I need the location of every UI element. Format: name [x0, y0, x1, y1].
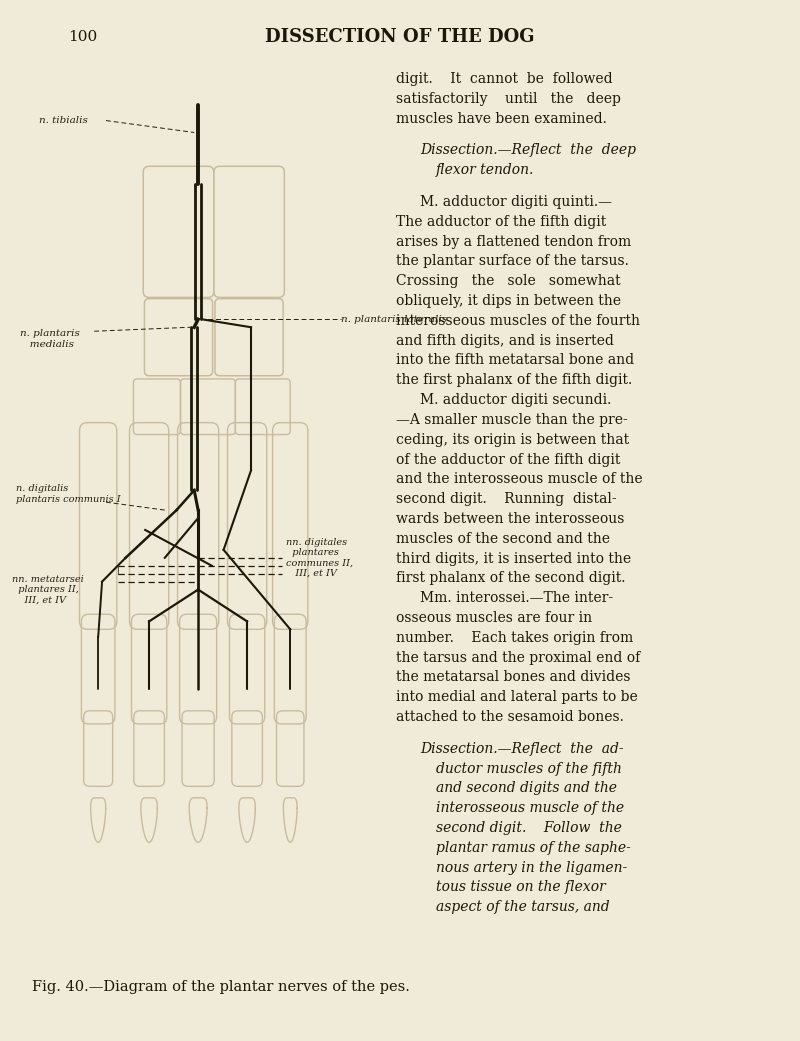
Text: nn. metatarsei
  plantares II,
    III, et IV: nn. metatarsei plantares II, III, et IV	[12, 575, 84, 605]
Text: nn. digitales
  plantares
communes II,
   III, et IV: nn. digitales plantares communes II, III…	[286, 538, 354, 578]
Text: of the adductor of the fifth digit: of the adductor of the fifth digit	[396, 453, 620, 466]
Text: —A smaller muscle than the pre-: —A smaller muscle than the pre-	[396, 413, 628, 427]
Text: ceding, its origin is between that: ceding, its origin is between that	[396, 433, 629, 447]
Text: nous artery in the ligamen-: nous artery in the ligamen-	[436, 861, 627, 874]
Text: the metatarsal bones and divides: the metatarsal bones and divides	[396, 670, 630, 684]
Text: second digit.    Running  distal-: second digit. Running distal-	[396, 492, 617, 506]
Text: plantar ramus of the saphe-: plantar ramus of the saphe-	[436, 841, 630, 855]
Text: the first phalanx of the fifth digit.: the first phalanx of the fifth digit.	[396, 374, 632, 387]
Text: flexor tendon.: flexor tendon.	[436, 163, 534, 177]
Text: n. digitalis
plantaris communis I: n. digitalis plantaris communis I	[16, 484, 121, 504]
Text: obliquely, it dips in between the: obliquely, it dips in between the	[396, 294, 621, 308]
Text: first phalanx of the second digit.: first phalanx of the second digit.	[396, 572, 626, 585]
Text: and second digits and the: and second digits and the	[436, 782, 617, 795]
Text: n. plantaris
   medialis: n. plantaris medialis	[20, 330, 80, 349]
Text: tous tissue on the flexor: tous tissue on the flexor	[436, 881, 606, 894]
Text: Dissection.—Reflect  the  deep: Dissection.—Reflect the deep	[420, 144, 636, 157]
Text: muscles have been examined.: muscles have been examined.	[396, 111, 607, 126]
Text: wards between the interosseous: wards between the interosseous	[396, 512, 624, 526]
Text: Dissection.—Reflect  the  ad-: Dissection.—Reflect the ad-	[420, 742, 623, 756]
Text: interosseous muscle of the: interosseous muscle of the	[436, 802, 624, 815]
Text: 100: 100	[68, 30, 98, 44]
Text: the plantar surface of the tarsus.: the plantar surface of the tarsus.	[396, 254, 629, 269]
Text: n. plantaris lateralis: n. plantaris lateralis	[342, 314, 447, 324]
Text: interosseous muscles of the fourth: interosseous muscles of the fourth	[396, 313, 640, 328]
Text: n. tibialis: n. tibialis	[39, 116, 88, 125]
Text: The adductor of the fifth digit: The adductor of the fifth digit	[396, 214, 606, 229]
Text: third digits, it is inserted into the: third digits, it is inserted into the	[396, 552, 631, 565]
Text: number.    Each takes origin from: number. Each takes origin from	[396, 631, 634, 644]
Text: Fig. 40.—Diagram of the plantar nerves of the pes.: Fig. 40.—Diagram of the plantar nerves o…	[32, 980, 410, 993]
Text: attached to the sesamoid bones.: attached to the sesamoid bones.	[396, 710, 624, 725]
Text: arises by a flattened tendon from: arises by a flattened tendon from	[396, 234, 631, 249]
Text: second digit.    Follow  the: second digit. Follow the	[436, 821, 622, 835]
Text: the tarsus and the proximal end of: the tarsus and the proximal end of	[396, 651, 640, 664]
Text: Mm. interossei.—The inter-: Mm. interossei.—The inter-	[420, 591, 613, 605]
Text: into the fifth metatarsal bone and: into the fifth metatarsal bone and	[396, 354, 634, 367]
Text: and the interosseous muscle of the: and the interosseous muscle of the	[396, 473, 642, 486]
Text: M. adductor digiti quinti.—: M. adductor digiti quinti.—	[420, 195, 612, 209]
Text: and fifth digits, and is inserted: and fifth digits, and is inserted	[396, 334, 614, 348]
Text: into medial and lateral parts to be: into medial and lateral parts to be	[396, 690, 638, 705]
Text: ductor muscles of the fifth: ductor muscles of the fifth	[436, 762, 622, 776]
Text: DISSECTION OF THE DOG: DISSECTION OF THE DOG	[266, 28, 534, 46]
Text: satisfactorily    until   the   deep: satisfactorily until the deep	[396, 92, 621, 106]
Text: M. adductor digiti secundi.: M. adductor digiti secundi.	[420, 393, 611, 407]
Text: osseous muscles are four in: osseous muscles are four in	[396, 611, 592, 625]
Text: muscles of the second and the: muscles of the second and the	[396, 532, 610, 545]
Text: aspect of the tarsus, and: aspect of the tarsus, and	[436, 900, 610, 914]
Text: Crossing   the   sole   somewhat: Crossing the sole somewhat	[396, 274, 621, 288]
Text: digit.    It  cannot  be  followed: digit. It cannot be followed	[396, 72, 613, 86]
